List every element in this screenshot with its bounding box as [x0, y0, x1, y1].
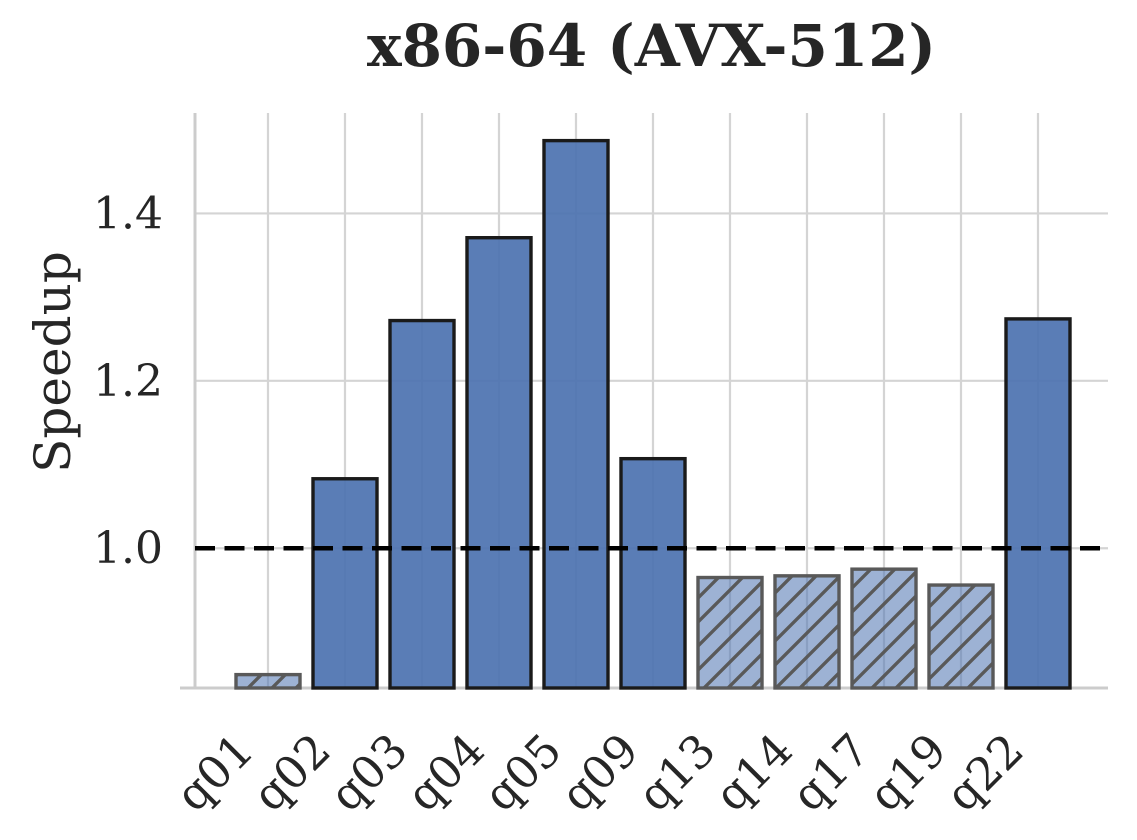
bar-q04 [467, 237, 531, 689]
bar-edge-q17 [850, 567, 918, 690]
bar-q05 [544, 140, 608, 688]
bar-q03 [390, 320, 454, 688]
bar-edge-q05 [542, 138, 610, 690]
bar-hatch-q19 [929, 585, 993, 688]
chart-title: x86-64 (AVX-512) [366, 12, 936, 80]
y-tick-label-1.4: 1.4 [93, 188, 163, 239]
bar-edge-q03 [388, 318, 456, 690]
y-tick-label-1.2: 1.2 [93, 356, 163, 407]
bar-q22 [1006, 318, 1070, 688]
bar-q02 [313, 478, 377, 688]
bar-hatch-q17 [852, 569, 916, 688]
x-tick-label-q01: q01 [165, 723, 263, 821]
bar-q09 [621, 458, 685, 688]
x-tick-label-q13: q13 [627, 723, 725, 821]
x-tick-label-q03: q03 [319, 723, 417, 821]
x-tick-label-q22: q22 [935, 723, 1033, 821]
x-tick-label-q14: q14 [704, 723, 802, 821]
x-tick-label-q05: q05 [473, 723, 571, 821]
bar-hatch-q13 [698, 577, 762, 688]
y-tick-label-1.0: 1.0 [93, 523, 163, 574]
bar-edge-q01 [234, 672, 302, 690]
bar-hatch-q01 [236, 674, 300, 688]
x-tick-label-q17: q17 [781, 723, 879, 821]
bar-edge-q13 [696, 575, 764, 690]
bar-edge-q09 [619, 456, 687, 690]
bar-edge-q02 [311, 477, 379, 690]
x-tick-label-q09: q09 [550, 723, 648, 821]
bar-edge-q04 [465, 236, 533, 690]
x-tick-label-q19: q19 [858, 723, 956, 821]
x-tick-label-q02: q02 [242, 723, 340, 821]
x-tick-label-q04: q04 [396, 723, 494, 821]
bar-hatch-q14 [775, 575, 839, 688]
bar-edge-q14 [773, 574, 841, 690]
bar-edge-q22 [1004, 317, 1072, 690]
bar-edge-q19 [927, 583, 995, 690]
